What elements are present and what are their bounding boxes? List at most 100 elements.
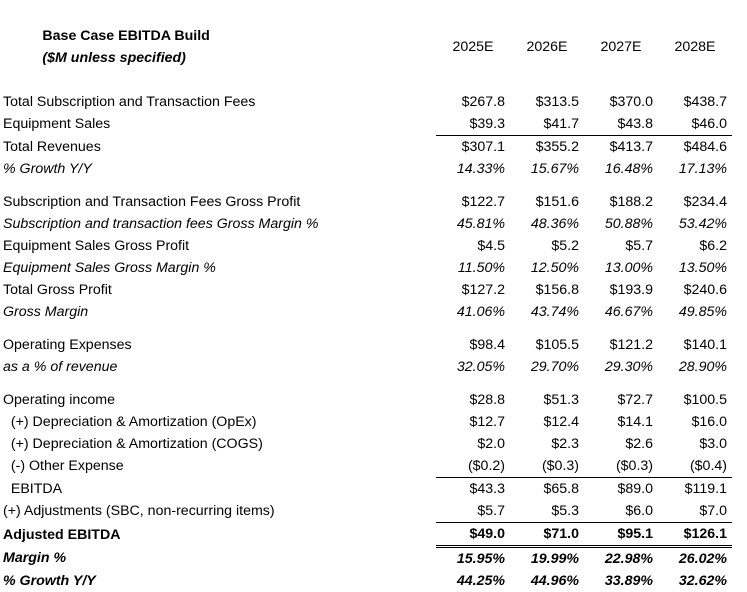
empty-cell	[510, 378, 584, 389]
empty-cell	[0, 378, 436, 389]
value-cell: $12.4	[543, 414, 579, 430]
table-row: Total Subscription and Transaction Fees $…	[0, 91, 732, 113]
empty-cell	[658, 323, 732, 334]
value-cell: $127.2	[461, 282, 505, 298]
title-sub: ($M unless specified)	[42, 50, 186, 66]
value-cell: $98.4	[469, 337, 505, 353]
value-cell: $151.6	[535, 194, 579, 210]
table-row: (+) Depreciation & Amortization (OpEx) $1…	[0, 411, 732, 433]
table-row: Gross Margin 41.06% 43.74% 46.67% 49.85%	[0, 301, 732, 323]
value-cell: 44.25%	[456, 573, 505, 589]
empty-cell	[584, 180, 658, 191]
value-cell: $267.8	[461, 94, 505, 110]
value-cell: 29.70%	[530, 359, 579, 375]
value-cell: 19.99%	[530, 551, 579, 567]
header-row: Base Case EBITDA Build ($M unless specif…	[0, 3, 732, 91]
value-cell: ($0.3)	[584, 455, 658, 478]
row-label: (-) Other Expense	[3, 458, 124, 475]
table-row: Subscription and transaction fees Gross …	[0, 213, 732, 235]
value-cell: $14.1	[617, 414, 653, 430]
empty-cell	[436, 378, 510, 389]
table-row: as a % of revenue 32.05% 29.70% 29.30% 28.90…	[0, 356, 732, 378]
row-label: (+) Depreciation & Amortization (COGS)	[3, 436, 263, 452]
value-cell: 44.96%	[530, 573, 579, 589]
value-cell: $355.2	[535, 139, 579, 155]
spreadsheet: Base Case EBITDA Build ($M unless specif…	[3, 28, 732, 589]
value-cell: $51.3	[543, 392, 579, 408]
value-cell: 50.88%	[604, 216, 653, 232]
value-cell: $156.8	[535, 282, 579, 298]
value-cell: $193.9	[609, 282, 653, 298]
value-cell: 11.50%	[457, 260, 505, 276]
value-cell: $413.7	[609, 139, 653, 155]
value-cell: $39.3	[436, 113, 510, 136]
row-label: as a % of revenue	[3, 359, 118, 375]
value-cell: 41.06%	[456, 304, 505, 320]
row-label: (+) Depreciation & Amortization (OpEx)	[3, 414, 257, 430]
table-row: Margin % 15.95% 19.99% 22.98% 26.02%	[0, 547, 732, 571]
table-row: (+) Depreciation & Amortization (COGS) $2…	[0, 433, 732, 455]
row-label: Operating income	[3, 392, 115, 408]
row-label: Subscription and Transaction Fees Gross …	[3, 194, 301, 210]
row-label: Operating Expenses	[3, 337, 132, 353]
row-label: Total Subscription and Transaction Fees	[3, 94, 256, 110]
value-cell: 22.98%	[604, 551, 653, 567]
row-label: % Growth Y/Y	[3, 161, 92, 177]
value-cell: $3.0	[699, 436, 727, 452]
row-label: Equipment Sales	[3, 116, 111, 133]
value-cell: $65.8	[543, 481, 579, 497]
value-cell: $49.0	[436, 522, 510, 548]
value-cell: 16.48%	[604, 161, 653, 177]
year-header: 2026E	[526, 39, 568, 55]
value-cell: $140.1	[683, 337, 727, 353]
table-row: Operating Expenses $98.4 $105.5 $121.2 $140.…	[0, 334, 732, 356]
value-cell: 14.33%	[456, 161, 505, 177]
empty-cell	[510, 180, 584, 191]
row-label: Margin %	[3, 550, 67, 567]
table-row: EBITDA $43.3 $65.8 $89.0 $119.1	[0, 478, 732, 501]
ebitda-build-table: Base Case EBITDA Build ($M unless specif…	[0, 3, 732, 592]
value-cell: $4.5	[477, 238, 505, 254]
spacer-row	[0, 378, 732, 389]
value-cell: $2.3	[551, 436, 579, 452]
value-cell: $7.0	[658, 500, 732, 523]
value-cell: $41.7	[510, 113, 584, 136]
empty-cell	[584, 378, 658, 389]
empty-cell	[436, 180, 510, 191]
table-row: (-) Other Expense ($0.2) ($0.3) ($0.3) ($0.4…	[0, 455, 732, 478]
value-cell: 15.67%	[530, 161, 579, 177]
table-row: % Growth Y/Y 44.25% 44.96% 33.89% 32.62%	[0, 570, 732, 592]
value-cell: $313.5	[535, 94, 579, 110]
value-cell: $438.7	[683, 94, 727, 110]
spacer-row	[0, 323, 732, 334]
value-cell: $240.6	[683, 282, 727, 298]
value-cell: $46.0	[658, 113, 732, 136]
value-cell: 29.30%	[604, 359, 653, 375]
value-cell: $2.6	[625, 436, 653, 452]
empty-cell	[0, 180, 436, 191]
value-cell: 17.13%	[678, 161, 727, 177]
empty-cell	[584, 323, 658, 334]
row-label: Total Revenues	[3, 138, 101, 155]
value-cell: $5.3	[510, 500, 584, 523]
value-cell: $484.6	[683, 139, 727, 155]
value-cell: $5.7	[625, 238, 653, 254]
value-cell: $119.1	[684, 481, 727, 497]
year-header: 2025E	[452, 39, 494, 55]
value-cell: 15.95%	[456, 551, 505, 567]
value-cell: 28.90%	[678, 359, 727, 375]
year-header: 2028E	[674, 39, 716, 55]
table-row: Equipment Sales Gross Margin % 11.50% 12.5…	[0, 257, 732, 279]
value-cell: $234.4	[683, 194, 727, 210]
value-cell: $72.7	[617, 392, 653, 408]
value-cell: $28.8	[469, 392, 505, 408]
table-row: Equipment Sales Gross Profit $4.5 $5.2 $5.7…	[0, 235, 732, 257]
value-cell: 26.02%	[678, 551, 727, 567]
row-label: Subscription and transaction fees Gross …	[3, 216, 319, 232]
value-cell: $95.1	[584, 522, 658, 548]
value-cell: $2.0	[477, 436, 505, 452]
table-row: Total Revenues $307.1 $355.2 $413.7 $484.6	[0, 136, 732, 159]
value-cell: $16.0	[691, 414, 727, 430]
value-cell: ($0.3)	[510, 455, 584, 478]
table-row: Operating income $28.8 $51.3 $72.7 $100.5	[0, 389, 732, 411]
